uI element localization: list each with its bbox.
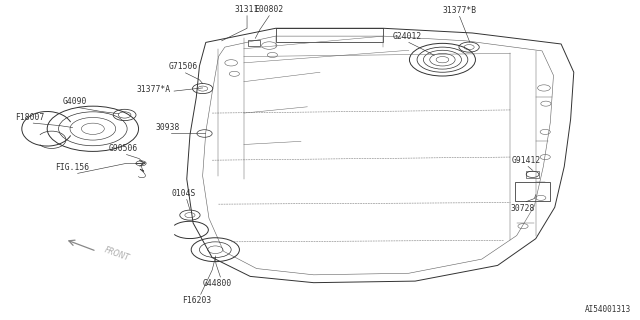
Text: G91412: G91412 — [511, 156, 541, 165]
Text: 31377*B: 31377*B — [442, 6, 477, 15]
Text: 0104S: 0104S — [172, 189, 196, 198]
Bar — [526, 171, 539, 178]
Text: F16203: F16203 — [182, 296, 211, 305]
Text: 30728: 30728 — [511, 204, 535, 212]
Bar — [515, 182, 550, 201]
Text: FIG.156: FIG.156 — [56, 163, 90, 172]
Text: F18007: F18007 — [15, 113, 45, 122]
Text: G24012: G24012 — [393, 32, 422, 41]
Text: E00802: E00802 — [255, 5, 284, 14]
Text: FRONT: FRONT — [103, 246, 131, 263]
Text: G71506: G71506 — [169, 62, 198, 71]
Text: G44800: G44800 — [203, 279, 232, 288]
Text: 31311: 31311 — [235, 5, 259, 14]
Text: G4090: G4090 — [62, 97, 86, 106]
Text: 30938: 30938 — [156, 123, 180, 132]
Text: AI54001313: AI54001313 — [584, 305, 631, 314]
Bar — [248, 40, 260, 45]
Text: 31377*A: 31377*A — [137, 85, 171, 94]
Text: G90506: G90506 — [109, 144, 138, 153]
